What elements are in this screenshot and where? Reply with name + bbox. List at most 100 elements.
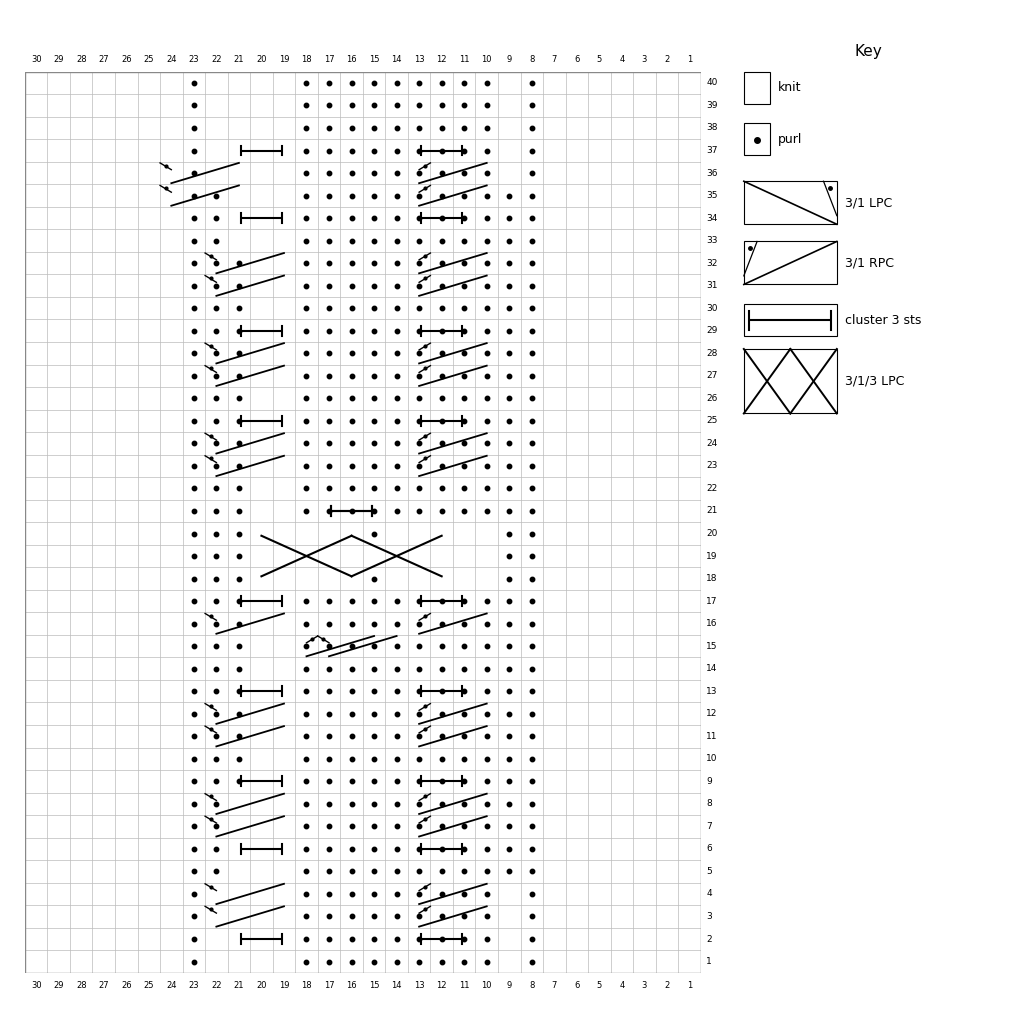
Text: 35: 35: [706, 191, 717, 200]
Text: 26: 26: [121, 981, 132, 989]
Text: 16: 16: [346, 55, 357, 63]
Text: 17: 17: [324, 981, 334, 989]
Text: 7: 7: [706, 822, 712, 830]
Text: 24: 24: [166, 981, 177, 989]
Text: 3: 3: [642, 981, 647, 989]
Text: 25: 25: [706, 417, 717, 425]
Text: 17: 17: [324, 55, 334, 63]
Text: 16: 16: [346, 981, 357, 989]
Text: 17: 17: [706, 597, 717, 605]
Text: 30: 30: [31, 981, 42, 989]
Text: 11: 11: [706, 732, 717, 740]
Text: 6: 6: [574, 981, 579, 989]
Text: 29: 29: [53, 55, 64, 63]
Text: 5: 5: [597, 55, 602, 63]
Text: 12: 12: [436, 981, 447, 989]
Text: 8: 8: [529, 981, 535, 989]
Text: 4: 4: [706, 890, 712, 898]
Text: 23: 23: [188, 55, 199, 63]
Text: 8: 8: [706, 800, 712, 808]
Text: 3: 3: [706, 912, 712, 921]
Bar: [744, 181, 837, 224]
Text: 11: 11: [459, 55, 469, 63]
Text: 10: 10: [481, 981, 492, 989]
Text: 18: 18: [301, 981, 312, 989]
Text: 6: 6: [574, 55, 579, 63]
Bar: [744, 242, 837, 285]
Text: 22: 22: [212, 981, 222, 989]
Text: 22: 22: [706, 484, 717, 493]
Text: 27: 27: [98, 981, 109, 989]
Text: 36: 36: [706, 169, 717, 177]
Text: 21: 21: [234, 55, 244, 63]
Text: 15: 15: [369, 55, 379, 63]
Text: 12: 12: [436, 55, 447, 63]
Text: 27: 27: [706, 372, 717, 380]
Text: 9: 9: [507, 55, 512, 63]
Text: 19: 19: [279, 55, 289, 63]
Text: 9: 9: [706, 777, 712, 785]
Text: 23: 23: [188, 981, 199, 989]
Text: 16: 16: [706, 620, 717, 628]
Text: 33: 33: [706, 237, 717, 245]
Text: 34: 34: [706, 214, 717, 222]
Text: 20: 20: [257, 55, 267, 63]
Text: 2: 2: [706, 935, 712, 943]
Text: 25: 25: [143, 55, 154, 63]
Text: 26: 26: [121, 55, 132, 63]
Text: 1: 1: [687, 55, 692, 63]
Text: 13: 13: [706, 687, 717, 695]
Text: 28: 28: [706, 349, 717, 357]
Text: 3/1 LPC: 3/1 LPC: [845, 197, 892, 209]
Text: Key: Key: [854, 44, 883, 58]
Bar: [744, 304, 837, 336]
Text: 5: 5: [597, 981, 602, 989]
Text: 2: 2: [664, 55, 669, 63]
Text: 4: 4: [619, 981, 624, 989]
Text: 26: 26: [706, 394, 717, 402]
Text: 14: 14: [706, 665, 717, 673]
Text: 19: 19: [706, 552, 717, 560]
Text: 6: 6: [706, 845, 712, 853]
Text: 3: 3: [642, 55, 647, 63]
Text: 25: 25: [143, 981, 154, 989]
Text: 4: 4: [619, 55, 624, 63]
Text: 13: 13: [414, 981, 424, 989]
Text: 14: 14: [391, 981, 402, 989]
Text: 11: 11: [459, 981, 469, 989]
Text: 18: 18: [301, 55, 312, 63]
Text: 15: 15: [369, 981, 379, 989]
Text: 9: 9: [507, 981, 512, 989]
Text: purl: purl: [779, 133, 802, 146]
Text: 23: 23: [706, 462, 717, 470]
Text: 24: 24: [166, 55, 177, 63]
Bar: [744, 123, 771, 156]
Text: 5: 5: [706, 867, 712, 876]
Text: 29: 29: [53, 981, 64, 989]
Text: 2: 2: [664, 981, 669, 989]
Text: 38: 38: [706, 124, 717, 132]
Text: 10: 10: [706, 755, 717, 763]
Text: 31: 31: [706, 282, 717, 290]
Text: 13: 13: [414, 55, 424, 63]
Bar: [744, 349, 837, 414]
Text: 21: 21: [234, 981, 244, 989]
Text: 39: 39: [706, 101, 717, 110]
Text: 30: 30: [31, 55, 42, 63]
Text: 20: 20: [257, 981, 267, 989]
Text: cluster 3 sts: cluster 3 sts: [845, 313, 921, 327]
Text: 32: 32: [706, 259, 717, 267]
Text: 19: 19: [279, 981, 289, 989]
Text: 27: 27: [98, 55, 109, 63]
Text: 28: 28: [76, 981, 87, 989]
Text: 18: 18: [706, 574, 717, 583]
Text: 1: 1: [687, 981, 692, 989]
Text: 1: 1: [706, 957, 712, 966]
Text: 40: 40: [706, 79, 717, 87]
Text: 24: 24: [706, 439, 717, 447]
Text: 21: 21: [706, 507, 717, 515]
Text: 7: 7: [552, 981, 557, 989]
Text: 7: 7: [552, 55, 557, 63]
Text: 12: 12: [706, 710, 717, 718]
Text: 8: 8: [529, 55, 535, 63]
